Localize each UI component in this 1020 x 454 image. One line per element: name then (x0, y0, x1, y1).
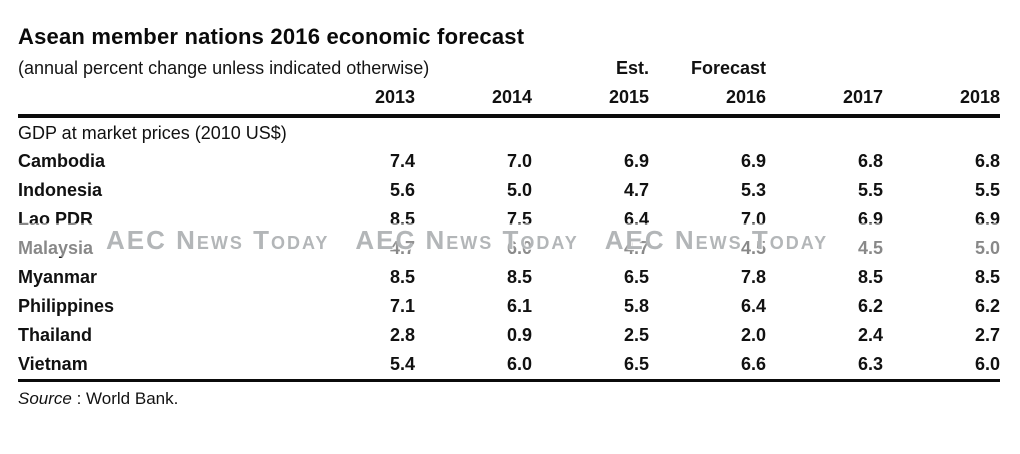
table-subtitle: (annual percent change unless indicated … (18, 58, 430, 78)
value-cell: 6.9 (974, 209, 1000, 229)
table-row-malaysia: Malaysia 4.7 6.0 4.7 4.5 4.5 5.0 (18, 234, 1000, 263)
value-cell: 6.8 (974, 151, 1000, 171)
estimate-label: Est. (615, 58, 649, 78)
table-row-myanmar: Myanmar 8.5 8.5 6.5 7.8 8.5 8.5 (18, 263, 1000, 292)
value-cell: 7.1 (389, 296, 415, 316)
value-cell: 7.0 (740, 209, 766, 229)
value-cell: 6.5 (623, 267, 649, 287)
year-header-row: 2013 2014 2015 2016 2017 2018 (18, 85, 1000, 118)
value-cell: 5.0 (974, 238, 1000, 258)
country-label: Cambodia (18, 151, 106, 171)
section-header-row: GDP at market prices (2010 US$) (18, 116, 1000, 147)
value-cell: 5.5 (857, 180, 883, 200)
country-label: Lao PDR (18, 209, 94, 229)
value-cell: 7.8 (740, 267, 766, 287)
value-cell: 5.0 (506, 180, 532, 200)
value-cell: 4.7 (623, 238, 649, 258)
value-cell: 6.0 (415, 350, 532, 382)
value-cell: 6.9 (857, 209, 883, 229)
value-cell: 5.8 (623, 296, 649, 316)
year-header-2015: 2015 (532, 85, 649, 118)
value-cell: 7.4 (389, 151, 415, 171)
value-cell: 6.0 (506, 238, 532, 258)
table-row-thailand: Thailand 2.8 0.9 2.5 2.0 2.4 2.7 (18, 321, 1000, 350)
value-cell: 6.2 (857, 296, 883, 316)
value-cell: 5.3 (740, 180, 766, 200)
country-label: Malaysia (18, 238, 94, 258)
value-cell: 8.5 (974, 267, 1000, 287)
section-label: GDP at market prices (2010 US$) (18, 123, 287, 143)
value-cell: 6.3 (766, 350, 883, 382)
forecast-table-page: Asean member nations 2016 economic forec… (0, 24, 1020, 409)
country-label: Indonesia (18, 180, 103, 200)
value-cell: 5.6 (389, 180, 415, 200)
value-cell: 6.9 (740, 151, 766, 171)
value-cell: 7.5 (506, 209, 532, 229)
qualifier-header-row: (annual percent change unless indicated … (18, 58, 1000, 85)
value-cell: 5.4 (298, 350, 415, 382)
table-row-cambodia: Cambodia 7.4 7.0 6.9 6.9 6.8 6.8 (18, 147, 1000, 176)
page-title: Asean member nations 2016 economic forec… (18, 24, 525, 49)
value-cell: 6.6 (649, 350, 766, 382)
year-header-2014: 2014 (415, 85, 532, 118)
empty-cell (883, 58, 1000, 85)
year-header-2017: 2017 (766, 85, 883, 118)
value-cell: 4.5 (740, 238, 766, 258)
value-cell: 4.7 (623, 180, 649, 200)
empty-cell (415, 58, 532, 85)
empty-cell (766, 58, 883, 85)
country-label: Myanmar (18, 267, 98, 287)
value-cell: 8.5 (389, 209, 415, 229)
table-row-vietnam: Vietnam 5.4 6.0 6.5 6.6 6.3 6.0 (18, 350, 1000, 382)
value-cell: 4.7 (389, 238, 415, 258)
value-cell: 2.4 (857, 325, 883, 345)
forecast-table: (annual percent change unless indicated … (18, 58, 1000, 382)
table-row-philippines: Philippines 7.1 6.1 5.8 6.4 6.2 6.2 (18, 292, 1000, 321)
value-cell: 8.5 (506, 267, 532, 287)
value-cell: 2.0 (740, 325, 766, 345)
source-text: World Bank. (86, 389, 179, 408)
value-cell: 2.5 (623, 325, 649, 345)
country-label: Vietnam (18, 350, 298, 382)
value-cell: 6.4 (740, 296, 766, 316)
value-cell: 7.0 (506, 151, 532, 171)
year-header-2016: 2016 (649, 85, 766, 118)
empty-cell (18, 85, 298, 118)
forecast-label: Forecast (690, 58, 766, 78)
value-cell: 6.4 (623, 209, 649, 229)
source-separator: : (71, 389, 87, 408)
value-cell: 4.5 (857, 238, 883, 258)
value-cell: 2.7 (974, 325, 1000, 345)
value-cell: 8.5 (389, 267, 415, 287)
value-cell: 6.0 (883, 350, 1000, 382)
value-cell: 0.9 (506, 325, 532, 345)
source-label: Source (18, 389, 72, 408)
table-row-lao-pdr: Lao PDR 8.5 7.5 6.4 7.0 6.9 6.9 (18, 205, 1000, 234)
country-label: Thailand (18, 325, 93, 345)
source-line: Source : World Bank. (18, 389, 1000, 409)
value-cell: 5.5 (974, 180, 1000, 200)
value-cell: 6.1 (506, 296, 532, 316)
value-cell: 6.8 (857, 151, 883, 171)
year-header-2013: 2013 (298, 85, 415, 118)
value-cell: 6.2 (974, 296, 1000, 316)
value-cell: 6.5 (532, 350, 649, 382)
value-cell: 8.5 (857, 267, 883, 287)
value-cell: 2.8 (389, 325, 415, 345)
value-cell: 6.9 (623, 151, 649, 171)
table-row-indonesia: Indonesia 5.6 5.0 4.7 5.3 5.5 5.5 (18, 176, 1000, 205)
year-header-2018: 2018 (883, 85, 1000, 118)
country-label: Philippines (18, 296, 115, 316)
